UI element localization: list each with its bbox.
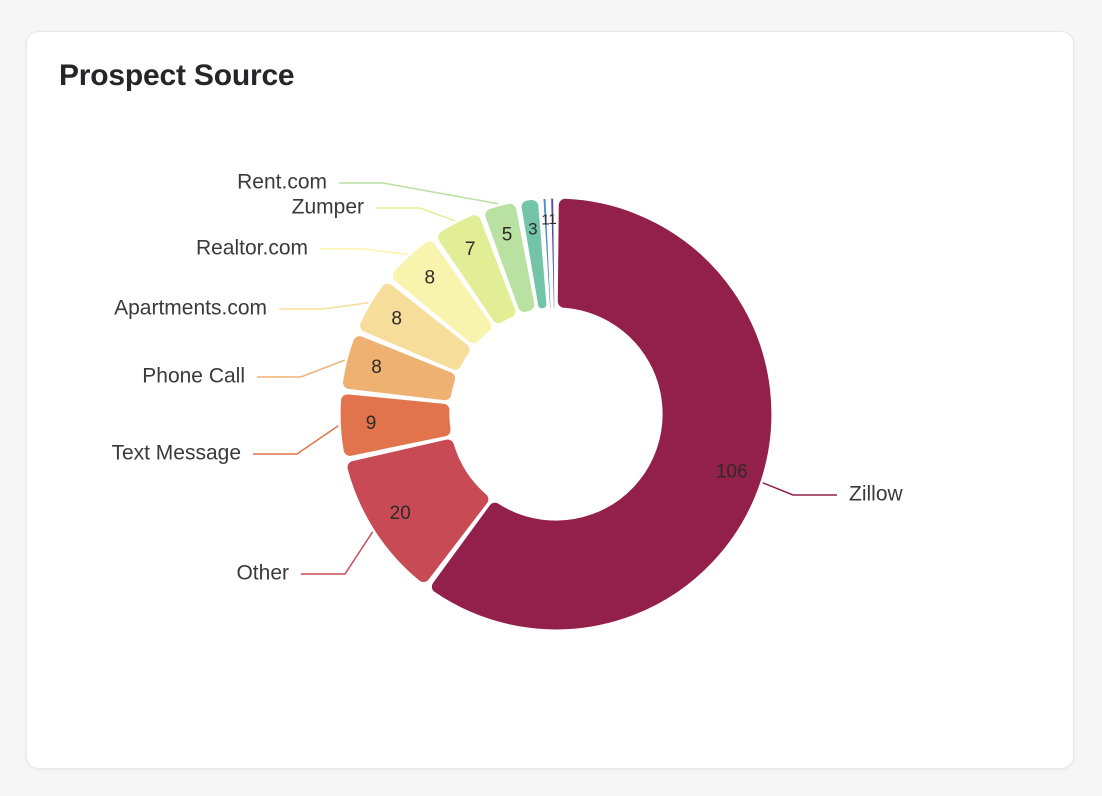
slice-category-label: Phone Call xyxy=(142,365,245,388)
slice-value-label: 1 xyxy=(541,211,549,228)
slice-category-labels: Zillow Other Text Message Phone Call Apartme… xyxy=(111,171,903,585)
donut-slice[interactable] xyxy=(484,202,536,314)
prospect-source-card: Prospect Source 106 20 9 8 8 8 7 5 3 1 1 Zillow Oth… xyxy=(26,31,1074,769)
slice-value-label: 9 xyxy=(366,413,377,434)
donut-slice[interactable] xyxy=(391,240,493,345)
slice-category-label: Apartments.com xyxy=(114,297,267,320)
donut-slice[interactable] xyxy=(520,198,548,310)
slice-category-label: Rent.com xyxy=(237,171,327,194)
slice-value-label: 20 xyxy=(390,503,411,524)
donut-slice[interactable] xyxy=(346,438,490,584)
leader-lines xyxy=(253,182,837,575)
slice-category-label: Zillow xyxy=(849,483,904,506)
leader-line xyxy=(279,302,369,310)
slice-category-label: Realtor.com xyxy=(196,237,308,260)
leader-line xyxy=(376,207,456,222)
donut-slice[interactable] xyxy=(341,334,457,402)
leader-line xyxy=(301,531,374,575)
leader-line xyxy=(320,248,408,256)
slice-value-labels: 106 20 9 8 8 8 7 5 3 11 xyxy=(366,211,748,524)
donut-slices xyxy=(339,197,773,631)
donut-slice[interactable] xyxy=(436,213,517,325)
slice-value-label: 8 xyxy=(371,357,382,378)
slice-value-label: 7 xyxy=(465,239,476,260)
donut-chart-container: 106 20 9 8 8 8 7 5 3 1 1 Zillow Other Text Message Ph… xyxy=(27,32,1075,770)
donut-slice[interactable] xyxy=(339,393,452,457)
leader-line xyxy=(762,482,837,496)
slice-category-label: Text Message xyxy=(111,442,241,465)
page-title: Prospect Source xyxy=(59,59,295,92)
slice-value-label: 106 xyxy=(716,462,748,483)
donut-slice[interactable] xyxy=(549,197,556,309)
slice-value-label: 1 xyxy=(548,211,556,228)
slice-value-label: 8 xyxy=(425,268,436,289)
slice-value-label: 3 xyxy=(528,220,537,239)
slice-value-label: 5 xyxy=(502,224,513,245)
slice-value-label: 8 xyxy=(391,309,402,330)
leader-line xyxy=(257,359,346,378)
slice-category-label: Zumper xyxy=(292,196,364,219)
donut-slice[interactable] xyxy=(359,282,471,371)
leader-line xyxy=(253,425,339,455)
leader-line xyxy=(339,182,499,205)
prospect-source-donut-chart: 106 20 9 8 8 8 7 5 3 11 Zillow Other Text Message Ph… xyxy=(111,171,904,631)
slice-category-label: Other xyxy=(236,562,289,585)
donut-slice[interactable] xyxy=(542,197,552,309)
donut-slice[interactable] xyxy=(430,197,773,631)
